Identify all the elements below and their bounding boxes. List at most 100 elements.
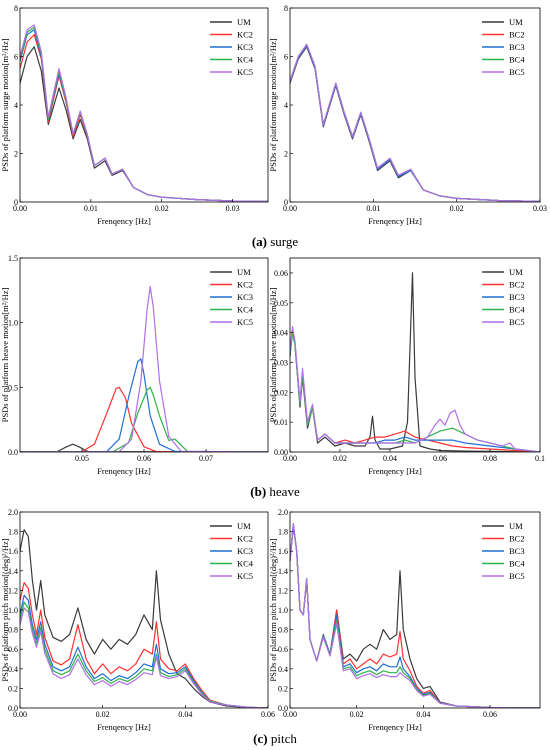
x-tick-label: 0.04 <box>416 710 430 719</box>
legend-label-um: UM <box>237 17 251 27</box>
y-tick-label: 1.6 <box>278 547 288 556</box>
series-line-bc4 <box>290 332 540 452</box>
y-tick-label: 0.0 <box>8 704 18 713</box>
y-tick-label: 1.0 <box>278 606 288 615</box>
y-tick-label: 6 <box>284 53 288 62</box>
plot-frame <box>289 257 541 453</box>
series-line-um <box>290 526 540 708</box>
y-tick-label: 2.0 <box>8 508 18 517</box>
series-line-bc3 <box>290 45 540 202</box>
y-tick-label: 0.01 <box>274 418 288 427</box>
series-line-bc5 <box>290 43 540 202</box>
y-axis-label: PSDs of platform pitch motion[(deg)²/Hz] <box>0 538 10 681</box>
y-tick-label: 0.4 <box>278 665 288 674</box>
caption-letter: (b) <box>250 484 266 499</box>
plot-frame <box>19 7 269 203</box>
x-tick-label: 0.01 <box>366 204 380 213</box>
y-tick-label: 6 <box>14 53 18 62</box>
x-axis-label: Frenqency [Hz] <box>368 466 422 476</box>
chart-surge-bc: 0.00 0.01 0.02 0.03 0 2 4 6 8 Frenqency [Hz] PSDs … <box>268 4 547 226</box>
legend-label-bc2: BC2 <box>509 30 525 40</box>
legend-label-bc5: BC5 <box>509 67 525 77</box>
caption-word: heave <box>266 484 300 499</box>
y-tick-label: 0.5 <box>8 383 18 392</box>
legend-label-bc3: BC3 <box>509 546 525 556</box>
legend-label-bc4: BC4 <box>509 55 525 65</box>
y-tick-label: 0 <box>14 198 18 207</box>
panel-caption: (b) heave <box>250 484 300 499</box>
y-tick-label: 0 <box>284 198 288 207</box>
legend-label-kc5: KC5 <box>237 67 253 77</box>
legend-label-bc4: BC4 <box>509 305 525 315</box>
chart-pitch-bc: 0.00 0.02 0.04 0.06 0.0 0.2 0.4 0.6 0.8 1.0 1.2 1.4… <box>268 508 541 732</box>
x-tick-label: 0.02 <box>350 710 364 719</box>
series-line-bc5 <box>290 326 540 452</box>
legend-label-kc2: KC2 <box>237 280 253 290</box>
chart-pitch-kc: 0.00 0.02 0.04 0.06 0.0 0.2 0.4 0.6 0.8 1.0 1.2 1.4… <box>0 508 275 732</box>
caption-letter: (a) <box>252 234 267 249</box>
series-line-um <box>290 272 540 452</box>
legend-label-um: UM <box>509 17 523 27</box>
series-line-kc3 <box>20 594 268 708</box>
y-tick-label: 1.0 <box>8 319 18 328</box>
x-tick-label: 0.02 <box>450 204 464 213</box>
plot-frame <box>289 511 541 709</box>
legend-label-kc5: KC5 <box>237 317 253 327</box>
y-tick-label: 1.8 <box>278 528 288 537</box>
plot-frame <box>19 511 269 709</box>
x-axis-label: Frenqency [Hz] <box>97 722 151 732</box>
y-tick-label: 0.02 <box>274 388 288 397</box>
legend-label-bc5: BC5 <box>509 317 525 327</box>
y-tick-label: 0.03 <box>274 358 288 367</box>
legend-label-bc4: BC4 <box>509 559 525 569</box>
y-tick-label: 0.06 <box>274 269 288 278</box>
y-tick-label: 0.0 <box>8 448 18 457</box>
x-tick-label: 0.02 <box>333 454 347 463</box>
chart-heave-bc: 0.00 0.02 0.04 0.06 0.08 0.1 0.00 0.01 0.02 0.03 0… <box>268 257 545 476</box>
x-tick-label: 0.1 <box>535 454 545 463</box>
caption-letter: (c) <box>253 731 267 746</box>
legend-label-kc4: KC4 <box>237 559 254 569</box>
y-tick-label: 1.8 <box>8 528 18 537</box>
series-line-um <box>20 46 268 202</box>
y-tick-label: 0.4 <box>8 665 18 674</box>
legend-label-kc2: KC2 <box>237 30 253 40</box>
legend-label-um: UM <box>509 267 523 277</box>
plot-frame <box>19 257 269 453</box>
legend-label-kc3: KC3 <box>237 546 253 556</box>
x-tick-label: 0.03 <box>533 204 547 213</box>
series-line-kc2 <box>20 582 268 708</box>
x-tick-label: 0.02 <box>155 204 169 213</box>
plot-frame <box>289 7 541 203</box>
chart-heave-kc: 0.05 0.06 0.07 0.0 0.5 1.0 1.5 Frenqency [Hz] PS… <box>0 254 269 476</box>
panel-caption: (c) pitch <box>253 731 297 746</box>
x-tick-label: 0.03 <box>226 204 240 213</box>
y-tick-label: 0.2 <box>8 684 18 693</box>
x-tick-label: 0.00 <box>13 710 27 719</box>
y-axis-label: PSDs of platform heave motion[m²/Hz] <box>268 287 278 422</box>
x-tick-label: 0.07 <box>199 454 213 463</box>
y-tick-label: 1.4 <box>8 567 18 576</box>
legend-label-bc3: BC3 <box>509 292 525 302</box>
caption-word: pitch <box>268 731 298 746</box>
x-tick-label: 0.01 <box>84 204 98 213</box>
legend-label-bc2: BC2 <box>509 280 525 290</box>
x-tick-label: 0.05 <box>75 454 89 463</box>
y-tick-label: 2.0 <box>278 508 288 517</box>
legend-label-um: UM <box>509 521 523 531</box>
caption-word: surge <box>267 234 298 249</box>
legend-label-um: UM <box>237 521 251 531</box>
y-tick-label: 1.6 <box>8 547 18 556</box>
legend-label-kc3: KC3 <box>237 42 253 52</box>
legend-label-kc4: KC4 <box>237 55 254 65</box>
series-line-kc4 <box>20 26 268 202</box>
panel-caption: (a) surge <box>252 234 299 249</box>
y-tick-label: 4 <box>284 101 288 110</box>
series-line-um <box>290 46 540 202</box>
y-tick-label: 0.04 <box>274 329 288 338</box>
y-tick-label: 1.5 <box>8 254 18 263</box>
series-line-bc5 <box>290 523 540 708</box>
x-tick-label: 0.06 <box>433 454 447 463</box>
x-axis-label: Frenqency [Hz] <box>368 216 422 226</box>
